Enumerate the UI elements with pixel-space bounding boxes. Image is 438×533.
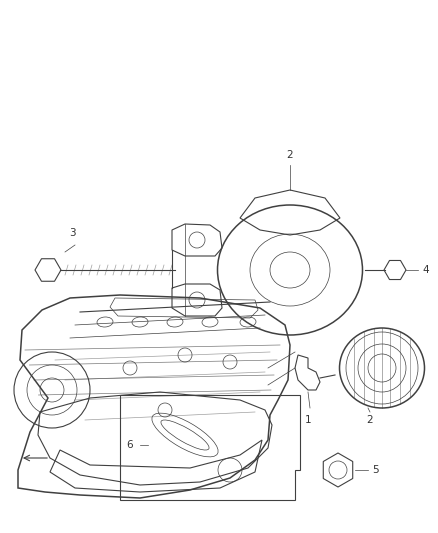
Text: 2: 2 (367, 415, 373, 425)
Text: 1: 1 (305, 415, 311, 425)
Text: 4: 4 (422, 265, 429, 275)
Text: 2: 2 (287, 150, 293, 160)
Text: 5: 5 (372, 465, 378, 475)
Text: 3: 3 (69, 228, 75, 238)
Text: 6: 6 (127, 440, 133, 450)
